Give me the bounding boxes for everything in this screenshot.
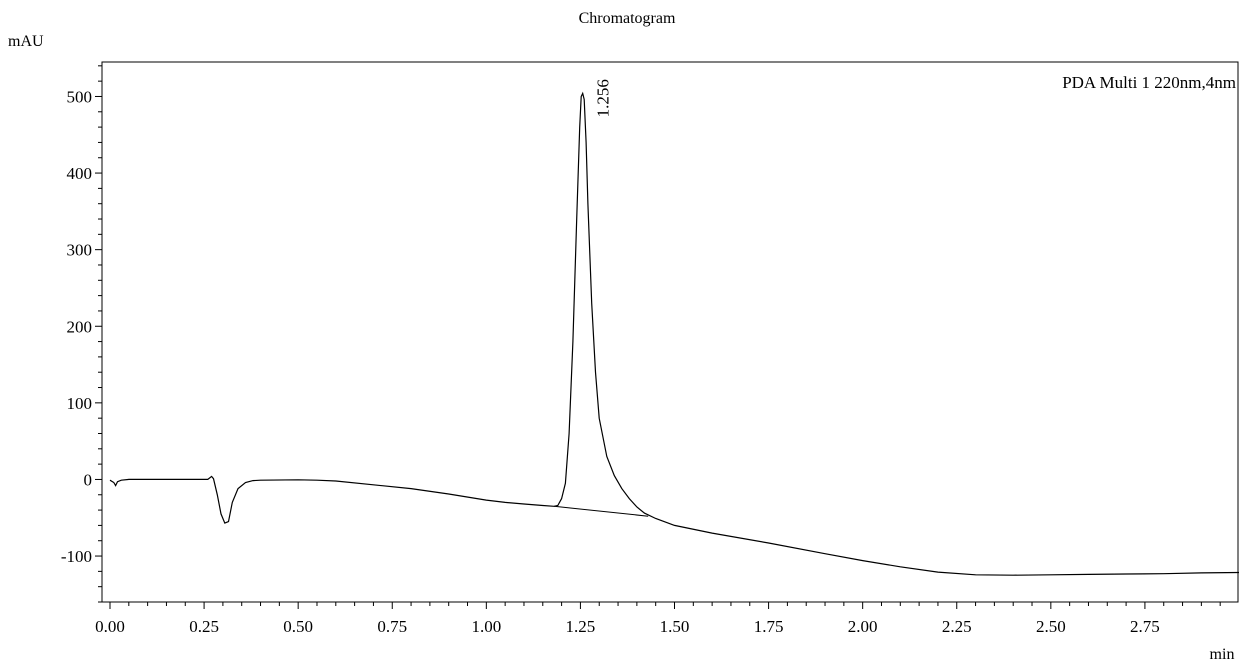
peak-label: 1.256 [594,79,613,117]
y-axis: -100 0 100 200 300 400 500 [61,65,102,603]
x-tick-label: 2.25 [942,617,972,636]
chromatogram-trace [109,91,1240,576]
x-tick-label: 2.00 [848,617,878,636]
x-tick-label: 1.75 [754,617,784,636]
y-tick-label: 200 [67,317,93,336]
x-tick-label: 0.25 [189,617,219,636]
y-tick-label: 0 [84,470,93,489]
peak-annotations: 1.256 [594,79,613,117]
plot-frame [101,61,1239,603]
x-axis: 0.00 0.25 0.50 0.75 1.00 1.25 1.50 1.75 2.00 2.25… [95,602,1221,636]
y-tick-label: 400 [67,164,93,183]
chart-title: Chromatogram [579,10,676,27]
integration-baseline [554,505,649,517]
x-tick-label: 0.75 [377,617,407,636]
y-tick-label: 500 [67,87,93,106]
x-tick-label: 0.00 [95,617,125,636]
x-tick-label: 0.50 [283,617,313,636]
x-tick-label: 1.00 [471,617,501,636]
x-tick-label: 1.25 [566,617,596,636]
y-tick-label: 300 [67,241,93,260]
x-axis-unit: min [1210,646,1235,663]
x-tick-label: 2.50 [1036,617,1066,636]
y-tick-label: -100 [61,547,92,566]
y-axis-unit: mAU [8,33,44,50]
legend-label: PDA Multi 1 220nm,4nm [1062,73,1236,92]
x-tick-label: 1.50 [660,617,690,636]
x-tick-label: 2.75 [1130,617,1160,636]
y-tick-label: 100 [67,394,93,413]
